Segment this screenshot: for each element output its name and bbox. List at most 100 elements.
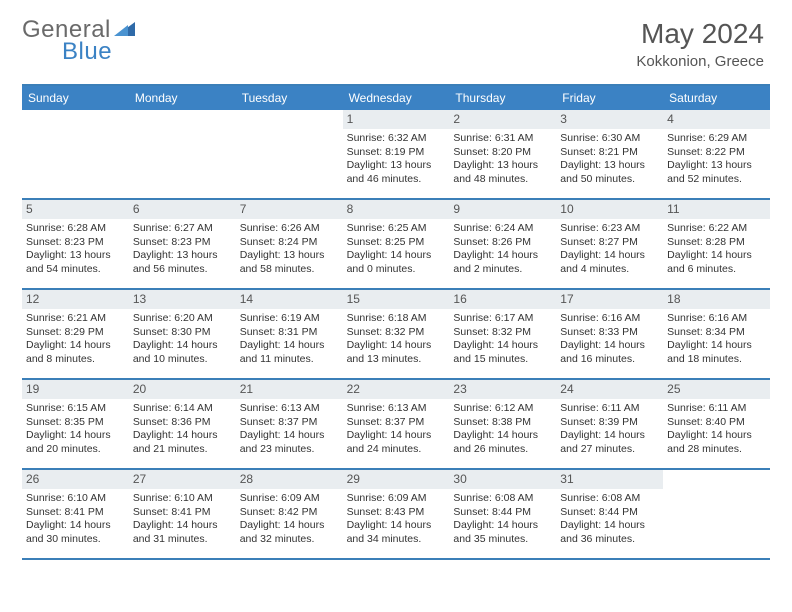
calendar-day-cell: 2Sunrise: 6:31 AMSunset: 8:20 PMDaylight… — [449, 110, 556, 198]
calendar-day-cell: 21Sunrise: 6:13 AMSunset: 8:37 PMDayligh… — [236, 380, 343, 468]
day-detail-line: Sunset: 8:23 PM — [133, 236, 232, 249]
day-detail-line: Daylight: 14 hours — [560, 339, 659, 352]
day-detail-line: Sunset: 8:31 PM — [240, 326, 339, 339]
day-number: 22 — [343, 380, 450, 399]
day-detail-line: Sunrise: 6:29 AM — [667, 132, 766, 145]
day-number — [236, 110, 343, 129]
title-block: May 2024 Kokkonion, Greece — [636, 18, 764, 70]
calendar-day-cell: 31Sunrise: 6:08 AMSunset: 8:44 PMDayligh… — [556, 470, 663, 558]
day-detail-line: Sunset: 8:35 PM — [26, 416, 125, 429]
calendar-day-cell — [236, 110, 343, 198]
day-detail-line: Daylight: 13 hours — [240, 249, 339, 262]
day-detail-line: Sunset: 8:41 PM — [26, 506, 125, 519]
day-number: 12 — [22, 290, 129, 309]
calendar-week: 1Sunrise: 6:32 AMSunset: 8:19 PMDaylight… — [22, 110, 770, 200]
day-detail-line: and 21 minutes. — [133, 443, 232, 456]
day-detail-line: Sunrise: 6:26 AM — [240, 222, 339, 235]
day-detail-line: Daylight: 14 hours — [453, 249, 552, 262]
calendar-day-cell: 24Sunrise: 6:11 AMSunset: 8:39 PMDayligh… — [556, 380, 663, 468]
day-number: 14 — [236, 290, 343, 309]
day-detail-line: Sunset: 8:37 PM — [240, 416, 339, 429]
calendar-week: 19Sunrise: 6:15 AMSunset: 8:35 PMDayligh… — [22, 380, 770, 470]
day-detail-line: Daylight: 14 hours — [347, 249, 446, 262]
day-detail-line: and 36 minutes. — [560, 533, 659, 546]
day-detail-line: Sunrise: 6:10 AM — [26, 492, 125, 505]
day-detail-line: Daylight: 14 hours — [133, 519, 232, 532]
day-detail-line: Daylight: 14 hours — [560, 519, 659, 532]
brand-part2: Blue — [62, 40, 112, 64]
day-detail-line: Sunset: 8:24 PM — [240, 236, 339, 249]
day-detail-line: and 52 minutes. — [667, 173, 766, 186]
day-detail-line: Sunset: 8:42 PM — [240, 506, 339, 519]
weekday-header: Saturday — [663, 86, 770, 110]
day-detail-line: Daylight: 14 hours — [133, 339, 232, 352]
day-number: 20 — [129, 380, 236, 399]
day-detail-line: Sunset: 8:36 PM — [133, 416, 232, 429]
calendar-day-cell: 18Sunrise: 6:16 AMSunset: 8:34 PMDayligh… — [663, 290, 770, 378]
weekday-header-row: Sunday Monday Tuesday Wednesday Thursday… — [22, 86, 770, 110]
day-detail-line: and 30 minutes. — [26, 533, 125, 546]
weekday-header: Friday — [556, 86, 663, 110]
day-detail-line: and 26 minutes. — [453, 443, 552, 456]
day-detail-line: and 11 minutes. — [240, 353, 339, 366]
day-detail-line: Sunset: 8:37 PM — [347, 416, 446, 429]
day-detail-line: Daylight: 14 hours — [347, 339, 446, 352]
day-detail-line: and 31 minutes. — [133, 533, 232, 546]
day-detail-line: Sunset: 8:39 PM — [560, 416, 659, 429]
calendar-day-cell: 15Sunrise: 6:18 AMSunset: 8:32 PMDayligh… — [343, 290, 450, 378]
weekday-header: Thursday — [449, 86, 556, 110]
day-detail-line: and 15 minutes. — [453, 353, 552, 366]
day-detail-line: Sunset: 8:40 PM — [667, 416, 766, 429]
day-detail-line: Sunrise: 6:11 AM — [667, 402, 766, 415]
day-detail-line: Sunrise: 6:24 AM — [453, 222, 552, 235]
day-detail-line: Sunset: 8:28 PM — [667, 236, 766, 249]
day-detail-line: and 48 minutes. — [453, 173, 552, 186]
day-number — [22, 110, 129, 129]
day-detail-line: Sunset: 8:44 PM — [560, 506, 659, 519]
logo-triangle-icon — [114, 18, 136, 42]
calendar-day-cell: 8Sunrise: 6:25 AMSunset: 8:25 PMDaylight… — [343, 200, 450, 288]
day-detail-line: Daylight: 14 hours — [240, 519, 339, 532]
day-detail-line: Daylight: 13 hours — [26, 249, 125, 262]
day-number: 29 — [343, 470, 450, 489]
day-detail-line: Daylight: 14 hours — [453, 339, 552, 352]
calendar-day-cell: 13Sunrise: 6:20 AMSunset: 8:30 PMDayligh… — [129, 290, 236, 378]
day-detail-line: Sunset: 8:23 PM — [26, 236, 125, 249]
calendar-day-cell: 30Sunrise: 6:08 AMSunset: 8:44 PMDayligh… — [449, 470, 556, 558]
brand-logo: GeneralBlue — [22, 18, 229, 64]
day-detail-line: Sunset: 8:29 PM — [26, 326, 125, 339]
calendar-day-cell: 14Sunrise: 6:19 AMSunset: 8:31 PMDayligh… — [236, 290, 343, 378]
calendar-day-cell: 4Sunrise: 6:29 AMSunset: 8:22 PMDaylight… — [663, 110, 770, 198]
day-number: 2 — [449, 110, 556, 129]
day-detail-line: Daylight: 14 hours — [560, 429, 659, 442]
day-detail-line: Sunset: 8:27 PM — [560, 236, 659, 249]
day-number: 24 — [556, 380, 663, 399]
calendar-day-cell: 25Sunrise: 6:11 AMSunset: 8:40 PMDayligh… — [663, 380, 770, 468]
day-detail-line: and 54 minutes. — [26, 263, 125, 276]
day-detail-line: Sunrise: 6:15 AM — [26, 402, 125, 415]
day-detail-line: and 28 minutes. — [667, 443, 766, 456]
day-detail-line: Sunrise: 6:23 AM — [560, 222, 659, 235]
page-header: GeneralBlue May 2024 Kokkonion, Greece — [0, 0, 792, 76]
day-detail-line: Sunset: 8:32 PM — [453, 326, 552, 339]
day-detail-line: Sunrise: 6:14 AM — [133, 402, 232, 415]
day-detail-line: Sunrise: 6:16 AM — [560, 312, 659, 325]
day-detail-line: and 8 minutes. — [26, 353, 125, 366]
day-number: 1 — [343, 110, 450, 129]
day-detail-line: and 23 minutes. — [240, 443, 339, 456]
day-detail-line: Daylight: 14 hours — [667, 249, 766, 262]
calendar-day-cell: 17Sunrise: 6:16 AMSunset: 8:33 PMDayligh… — [556, 290, 663, 378]
day-detail-line: Sunrise: 6:12 AM — [453, 402, 552, 415]
day-detail-line: Daylight: 14 hours — [347, 429, 446, 442]
day-detail-line: Sunrise: 6:10 AM — [133, 492, 232, 505]
weekday-header: Wednesday — [343, 86, 450, 110]
calendar: Sunday Monday Tuesday Wednesday Thursday… — [22, 84, 770, 560]
calendar-day-cell — [129, 110, 236, 198]
day-detail-line: Sunrise: 6:17 AM — [453, 312, 552, 325]
day-detail-line: Daylight: 13 hours — [453, 159, 552, 172]
day-detail-line: Sunset: 8:43 PM — [347, 506, 446, 519]
day-number: 31 — [556, 470, 663, 489]
day-number: 11 — [663, 200, 770, 219]
day-number: 10 — [556, 200, 663, 219]
day-detail-line: Daylight: 13 hours — [560, 159, 659, 172]
